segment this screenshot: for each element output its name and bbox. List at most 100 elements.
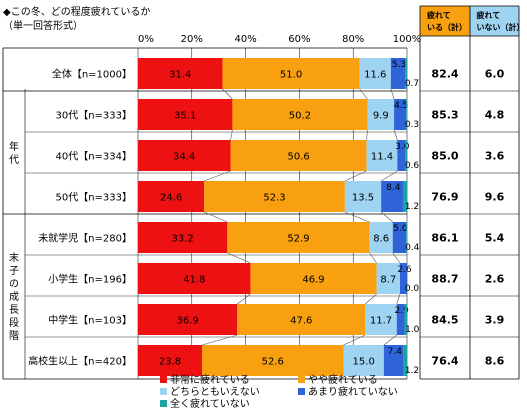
row-label: 40代【n=334】 — [55, 151, 132, 163]
connector-line — [366, 129, 368, 141]
data-label: 50.6 — [287, 152, 309, 163]
summary-not-tired-value: 8.6 — [485, 355, 505, 368]
connector-line — [343, 334, 366, 346]
connector-line — [390, 88, 395, 100]
row-label: 全体【n=1000】 — [52, 68, 132, 81]
bar-segment — [138, 181, 205, 212]
data-label: 8.4 — [386, 183, 401, 193]
summary-not-tired-value: 3.6 — [485, 150, 505, 163]
row-label: 中学生【n=103】 — [48, 314, 132, 327]
bar-segment — [204, 181, 345, 212]
data-label: 23.8 — [159, 357, 181, 368]
connector-line — [204, 211, 228, 223]
legend-swatch — [160, 400, 167, 407]
connector-line — [392, 252, 401, 264]
bar-segment — [405, 140, 407, 171]
data-label: 36.9 — [176, 316, 198, 327]
summary-tired-value: 84.5 — [431, 314, 458, 327]
summary-tired-value: 82.4 — [431, 68, 458, 81]
data-label: 2.9 — [395, 306, 410, 316]
summary-not-tired-value: 5.4 — [485, 232, 505, 245]
data-label: 52.6 — [262, 357, 284, 368]
data-label: 1.2 — [405, 202, 419, 212]
data-label: 0.0 — [405, 284, 420, 294]
data-label: 4.5 — [394, 101, 408, 111]
legend-label: 非常に疲れている — [170, 373, 250, 386]
summary-not-tired-value: 2.6 — [485, 273, 505, 286]
summary-not-tired-value: 4.8 — [485, 109, 505, 122]
bar-segment — [138, 99, 233, 130]
connector-line — [380, 211, 393, 223]
connector-line — [227, 252, 251, 264]
legend-swatch — [160, 388, 167, 395]
connector-line — [381, 170, 398, 182]
connector-line — [222, 88, 233, 100]
summary-not-tired-value: 6.0 — [485, 68, 505, 81]
legend-swatch — [160, 376, 167, 383]
data-label: 11.6 — [364, 70, 386, 81]
bar-segment — [250, 263, 377, 294]
data-label: 0.6 — [405, 161, 420, 171]
bar-segment — [392, 222, 407, 253]
bar-segment — [381, 181, 404, 212]
group-label: 年代 — [9, 140, 19, 166]
legend-label: やや疲れている — [308, 373, 378, 386]
summary-header-tired — [420, 6, 470, 36]
connector-line — [396, 293, 401, 305]
connector-line — [237, 293, 251, 305]
bar-segment — [365, 304, 397, 335]
summary-tired-value: 88.7 — [431, 273, 458, 286]
summary-not-tired-value: 3.9 — [485, 314, 505, 327]
bar-segment — [138, 222, 228, 253]
data-label: 1.0 — [405, 325, 420, 335]
data-label: 11.4 — [371, 152, 393, 163]
row-label: 30代【n=333】 — [55, 110, 132, 122]
bar-segment — [138, 140, 231, 171]
x-tick-label: 100% — [393, 34, 422, 45]
x-tick-label: 0% — [138, 34, 154, 45]
summary-header-text: 疲れて — [427, 10, 451, 20]
bar-segment — [369, 222, 393, 253]
data-label: 1.2 — [405, 366, 419, 376]
data-label: 13.5 — [352, 193, 374, 204]
row-label: 小学生【n=196】 — [48, 273, 132, 286]
bar-segment — [343, 345, 384, 376]
bar-segment — [232, 99, 368, 130]
data-label: 5.0 — [393, 224, 408, 234]
bar-segment — [222, 58, 360, 89]
data-label: 47.6 — [290, 316, 312, 327]
legend-swatch — [298, 388, 305, 395]
data-label: 8.6 — [373, 234, 389, 245]
bar-segment — [344, 181, 382, 212]
data-label: 52.9 — [287, 234, 309, 245]
data-label: 52.3 — [263, 193, 285, 204]
bar-segment — [404, 304, 408, 335]
bar-segment — [138, 304, 238, 335]
bar-segment — [405, 58, 407, 89]
bar-segment — [230, 140, 367, 171]
summary-header-text: いない（計） — [477, 22, 525, 32]
bar-segment — [403, 181, 407, 212]
summary-tired-value: 86.1 — [431, 232, 458, 245]
connector-line — [393, 129, 398, 141]
x-tick-label: 80% — [342, 34, 364, 45]
bar-segment — [390, 58, 406, 89]
summary-tired-value: 76.4 — [431, 355, 458, 368]
legend-swatch — [298, 376, 305, 383]
data-label: 3.0 — [395, 142, 410, 152]
connector-line — [383, 334, 397, 346]
connector-line — [201, 334, 238, 346]
row-label: 50代【n=333】 — [55, 192, 132, 204]
bar-segment — [367, 99, 395, 130]
data-label: 8.7 — [380, 275, 396, 286]
bar-segment — [227, 222, 370, 253]
bar-segment — [366, 140, 398, 171]
legend-label: どちらともいえない — [170, 386, 260, 398]
data-label: 50.2 — [289, 111, 311, 122]
bar-segment — [138, 58, 223, 89]
data-label: 7.4 — [388, 347, 403, 357]
data-label: 0.7 — [405, 79, 419, 89]
data-label: 31.4 — [169, 70, 191, 81]
data-label: 33.2 — [172, 234, 194, 245]
